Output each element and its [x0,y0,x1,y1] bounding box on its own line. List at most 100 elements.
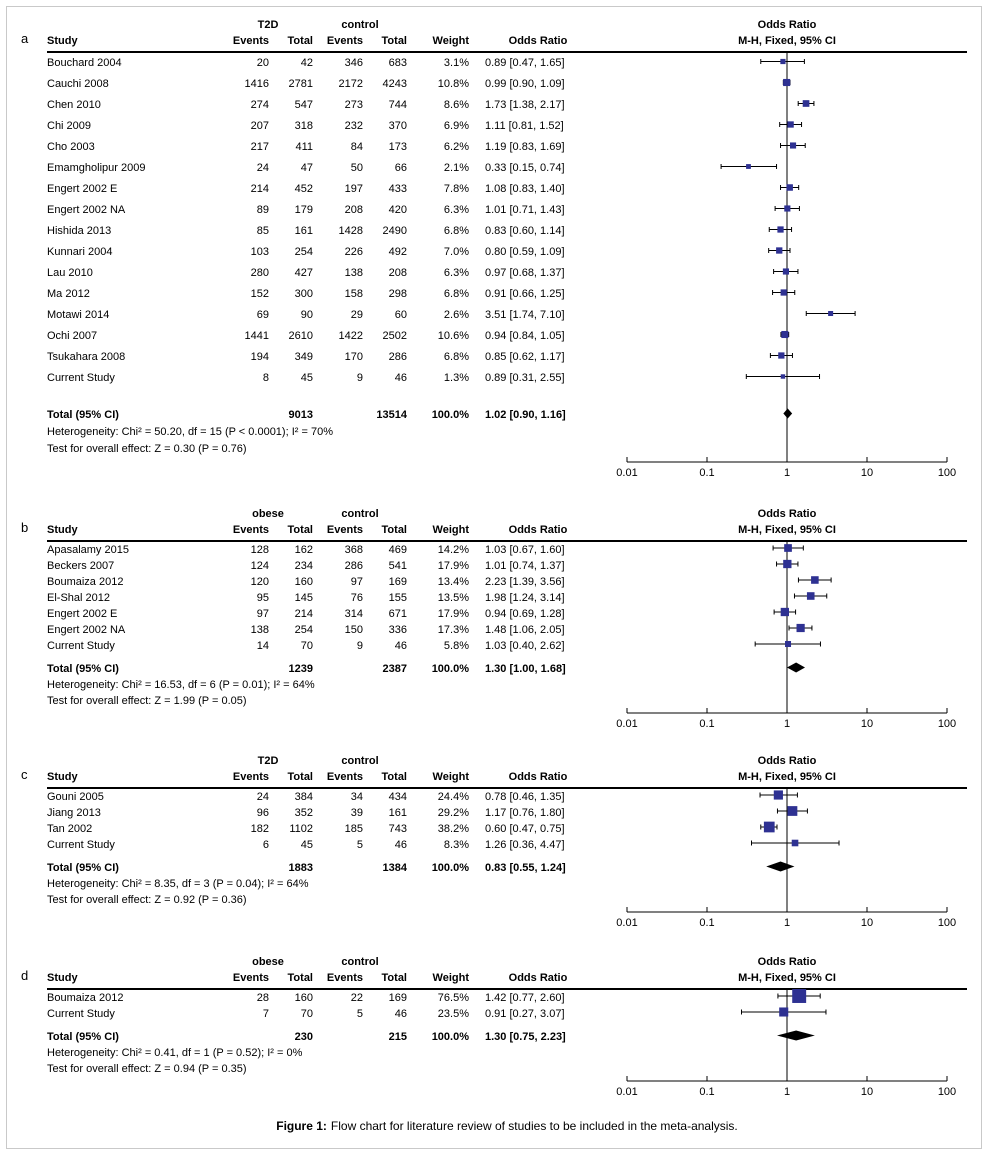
study-row: Hishida 2013 85 161 1428 2490 6.8% 0.83 [0.60,… [47,221,967,242]
cell-weight: 2.1% [443,162,469,174]
study-marker [772,289,796,296]
study-name: Chen 2010 [47,99,101,111]
cell-total1: 179 [294,204,313,216]
axis-tick-label: 0.1 [699,718,714,730]
panel-letter-b: b [21,520,29,535]
cell-events2: 5 [356,839,363,851]
cell-events2: 197 [344,183,363,195]
cell-events2: 29 [350,309,363,321]
axis-tick-label: 0.01 [616,467,637,479]
cell-total2: 469 [388,544,407,556]
study-marker [779,121,803,128]
group-header-row: T2D control Odds Ratio [47,17,967,33]
cell-events2: 1422 [338,330,363,342]
column-header-row: Study Events Total Events Total Weight Odds Ra… [47,522,967,542]
study-name: Current Study [47,839,115,851]
total-total2: 13514 [376,409,407,421]
col-header-weight: Weight [432,35,469,47]
cell-total1: 384 [294,791,313,803]
axis-tick-label: 10 [861,467,873,479]
cell-total2: 66 [394,162,407,174]
forest-plot-c: 0.01 0.1 1 10 100 [616,787,956,929]
cell-total1: 2610 [288,330,313,342]
axis-tick-label: 100 [938,718,956,730]
study-name: Current Study [47,372,115,384]
study-row: Engert 2002 E 214 452 197 433 7.8% 1.08 [0.83,… [47,179,967,200]
cell-total1: 1102 [289,823,313,835]
col-header-total1: Total [287,972,313,984]
axis-tick-label: 1 [784,718,790,730]
 [223,662,269,677]
cell-odds-ratio: 0.91 [0.66, 1.25] [485,288,565,300]
axis-tick-label: 0.01 [616,917,637,929]
heterogeneity-text: Heterogeneity: Chi² = 16.53, df = 6 (P =… [47,679,315,691]
axis-tick-label: 0.1 [699,1086,714,1098]
cell-total2: 4243 [382,78,407,90]
study-marker [768,247,791,254]
study-name: Engert 2002 E [47,608,118,620]
cell-events1: 120 [250,576,269,588]
x-axis: 0.01 0.1 1 10 100 [616,1076,956,1098]
cell-weight: 6.9% [443,120,469,132]
study-marker [769,352,793,359]
or-square [776,247,783,254]
col-header-study: Study [47,35,78,47]
group-header-row: obese control Odds Ratio [47,954,967,970]
cell-total1: 70 [300,1008,313,1020]
study-row: Bouchard 2004 20 42 346 683 3.1% 0.89 [0.47, 1… [47,53,967,74]
cell-total1: 42 [300,57,313,69]
panel-c: c T2D control Odds Ratio Study Events Total Eve… [21,753,967,936]
axis-tick-label: 100 [938,467,956,479]
study-marker [780,330,790,339]
col-header-events1: Events [232,972,269,984]
group-header-row: T2D control Odds Ratio [47,753,967,769]
study-marker [797,576,832,584]
cell-odds-ratio: 0.78 [0.46, 1.35] [485,791,565,803]
total-row: Total (95% CI) 1239 2387 100.0% 1.30 [1.00, … [47,662,967,677]
heterogeneity-text: Heterogeneity: Chi² = 8.35, df = 3 (P = … [47,878,309,890]
cell-total2: 744 [388,99,407,111]
cell-weight: 38.2% [437,823,469,835]
total-label: Total (95% CI) [47,663,119,675]
cell-events2: 208 [344,204,363,216]
study-marker [751,839,840,847]
figure-caption: Figure 1: Flow chart for literature revie… [47,1119,967,1133]
heterogeneity-text: Heterogeneity: Chi² = 0.41, df = 1 (P = … [47,1047,303,1059]
or-square [773,790,783,800]
cell-odds-ratio: 1.48 [1.06, 2.05] [485,624,565,636]
cell-events1: 97 [256,608,269,620]
x-axis: 0.01 0.1 1 10 100 [616,457,956,479]
study-row: Gouni 2005 24 384 34 434 24.4% 0.78 [0.46, 1.3… [47,789,967,805]
col-header-odds-ratio: Odds Ratio [508,524,568,536]
or-square [778,352,785,359]
cell-total1: 352 [294,807,313,819]
cell-events1: 14 [256,640,269,652]
or-square [796,623,805,633]
cell-events2: 50 [350,162,363,174]
study-row: Jiang 2013 96 352 39 161 29.2% 1.17 [0.76, 1.8… [47,805,967,821]
cell-odds-ratio: 3.51 [1.74, 7.10] [485,309,565,321]
cell-weight: 7.8% [443,183,469,195]
total-total1: 1883 [288,862,313,874]
cell-events2: 346 [344,57,363,69]
group2-header: control [341,755,379,767]
cell-events2: 170 [344,351,363,363]
col-header-study: Study [47,972,78,984]
axis-tick-label: 100 [938,917,956,929]
cell-odds-ratio: 1.19 [0.83, 1.69] [485,141,565,153]
cell-events2: 226 [344,246,363,258]
col-header-odds-ratio: Odds Ratio [508,972,568,984]
total-total1: 230 [294,1031,313,1043]
col-header-odds-ratio: Odds Ratio [508,771,568,783]
or-square [777,226,784,233]
cell-events2: 314 [344,608,363,620]
total-label: Total (95% CI) [47,409,119,421]
study-name: Lau 2010 [47,267,93,279]
col-header-total2: Total [381,771,407,783]
cell-total1: 254 [294,246,313,258]
cell-events2: 97 [350,576,363,588]
or-square [780,374,786,379]
col-header-events1: Events [232,35,269,47]
study-name: Beckers 2007 [47,560,115,572]
cell-total2: 46 [394,372,407,384]
